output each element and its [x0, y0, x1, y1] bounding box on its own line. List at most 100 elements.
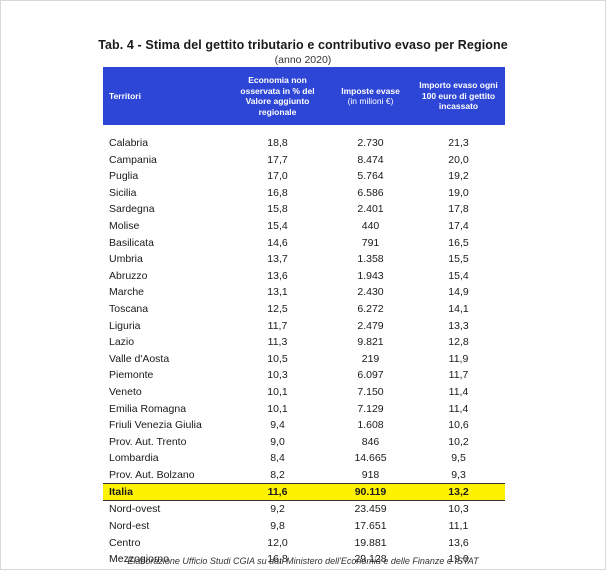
eno-cell: 13,1 — [267, 286, 288, 299]
imposte-cell: 17.651 — [354, 520, 387, 533]
eno-cell: 10,1 — [267, 402, 288, 415]
imposte-cell: 918 — [361, 468, 380, 481]
eno-cell: 15,8 — [267, 203, 288, 216]
importo-cell: 10,2 — [448, 435, 469, 448]
eno-cell: 12,5 — [267, 302, 288, 315]
imposte-cell: 2.730 — [357, 137, 384, 149]
eno-cell: 15,4 — [267, 219, 288, 232]
eno-cell: 10,3 — [267, 369, 288, 382]
territory-cell: Nord-est — [109, 520, 150, 533]
table-row: Basilicata 14,6 791 16,5 — [103, 235, 505, 252]
territory-cell: Italia — [103, 483, 226, 502]
importo-cell: 13,2 — [412, 483, 505, 502]
table-row: Abruzzo 13,6 1.943 15,4 — [103, 268, 505, 285]
imposte-cell: 8.474 — [357, 153, 384, 166]
table-row: Sardegna 15,8 2.401 17,8 — [103, 201, 505, 218]
header-territori: Territori — [103, 67, 226, 125]
importo-cell: 17,4 — [448, 219, 469, 232]
territory-cell: Mezzogiorno — [109, 553, 170, 566]
eno-cell: 12,0 — [267, 536, 288, 549]
table-row: Campania 17,7 8.474 20,0 — [103, 152, 505, 169]
imposte-cell: 846 — [361, 435, 380, 448]
eno-cell: 8,2 — [270, 468, 285, 481]
territory-cell: Liguria — [109, 319, 141, 332]
table-body: Calabria 18,8 2.730 21,3 Campania 17,7 8.474 20… — [103, 125, 505, 568]
imposte-cell: 1.358 — [357, 253, 384, 266]
table-row: Piemonte 10,3 6.097 11,7 — [103, 367, 505, 384]
imposte-cell: 7.129 — [357, 402, 384, 415]
importo-cell: 12,8 — [448, 336, 469, 349]
importo-cell: 15,5 — [448, 253, 469, 266]
table-row: Molise 15,4 440 17,4 — [103, 218, 505, 235]
importo-cell: 11,4 — [448, 402, 469, 415]
territory-cell: Campania — [109, 153, 157, 166]
territory-cell: Prov. Aut. Trento — [109, 435, 187, 448]
territory-cell: Marche — [109, 286, 145, 299]
imposte-cell: 23.459 — [354, 503, 387, 516]
territory-cell: Abruzzo — [109, 269, 148, 282]
territory-cell: Prov. Aut. Bolzano — [109, 468, 195, 481]
imposte-cell: 2.479 — [357, 319, 384, 332]
imposte-cell: 6.272 — [357, 302, 384, 315]
imposte-cell: 19.881 — [354, 536, 387, 549]
eno-cell: 16,8 — [267, 186, 288, 199]
imposte-cell: 440 — [361, 219, 380, 232]
importo-cell: 13,3 — [448, 319, 469, 332]
imposte-cell: 791 — [361, 236, 380, 249]
eno-cell: 11,3 — [267, 336, 288, 349]
imposte-cell: 5.764 — [357, 170, 384, 183]
importo-cell: 21,3 — [448, 137, 469, 149]
table-row: Marche 13,1 2.430 14,9 — [103, 284, 505, 301]
table-row: Lombardia 8,4 14.665 9,5 — [103, 450, 505, 467]
table-row: Toscana 12,5 6.272 14,1 — [103, 301, 505, 318]
territory-cell: Centro — [109, 536, 141, 549]
header-imposte-unit: (in milioni €) — [347, 96, 394, 106]
source-note: Elaborazione Ufficio Studi CGIA su dati … — [127, 556, 479, 566]
importo-cell: 19,0 — [448, 186, 469, 199]
table-title: Tab. 4 - Stima del gettito tributario e … — [98, 38, 508, 52]
table-row: Nord-est 9,8 17.651 11,1 — [103, 518, 505, 535]
territory-cell: Puglia — [109, 170, 139, 183]
importo-cell: 9,5 — [451, 452, 466, 465]
header-economia-non-osservata: Economia non osservata in % del Valore a… — [226, 67, 329, 125]
eno-cell: 11,6 — [226, 483, 329, 502]
importo-cell: 11,1 — [448, 520, 469, 533]
importo-cell: 14,1 — [448, 302, 469, 315]
territory-cell: Sardegna — [109, 203, 155, 216]
table-row: Puglia 17,0 5.764 19,2 — [103, 168, 505, 185]
imposte-cell: 6.586 — [357, 186, 384, 199]
eno-cell: 13,7 — [267, 253, 288, 266]
imposte-cell: 2.401 — [357, 203, 384, 216]
importo-cell: 10,6 — [448, 419, 469, 432]
eno-cell: 10,5 — [267, 352, 288, 365]
table-row: Lazio 11,3 9.821 12,8 — [103, 334, 505, 351]
eno-cell: 14,6 — [267, 236, 288, 249]
imposte-cell: 7.150 — [357, 385, 384, 398]
spacer-row — [103, 125, 505, 135]
territory-cell: Umbria — [109, 253, 143, 266]
eno-cell: 8,4 — [270, 452, 285, 465]
table-row: Sicilia 16,8 6.586 19,0 — [103, 185, 505, 202]
importo-cell: 11,7 — [448, 369, 469, 382]
eno-cell: 16,8 — [267, 553, 288, 566]
territory-cell: Calabria — [109, 137, 149, 149]
territory-cell: Piemonte — [109, 369, 154, 382]
importo-cell: 11,9 — [448, 352, 469, 365]
imposte-cell: 2.430 — [357, 286, 384, 299]
importo-cell: 14,9 — [448, 286, 469, 299]
table-row: Liguria 11,7 2.479 13,3 — [103, 318, 505, 335]
imposte-cell: 9.821 — [357, 336, 384, 349]
imposte-cell: 1.608 — [357, 419, 384, 432]
tax-evasion-table: Territori Economia non osservata in % de… — [103, 67, 505, 568]
header-imposte-evase: Imposte evase (in milioni €) — [329, 67, 412, 125]
importo-cell: 9,3 — [451, 468, 466, 481]
eno-cell: 9,4 — [270, 419, 285, 432]
importo-cell: 20,0 — [448, 153, 469, 166]
total-row: Italia 11,6 90.119 13,2 — [103, 483, 505, 502]
territory-cell: Emilia Romagna — [109, 402, 187, 415]
eno-cell: 18,8 — [267, 137, 288, 149]
importo-cell: 11,4 — [448, 385, 469, 398]
eno-cell: 9,0 — [270, 435, 285, 448]
territory-cell: Lombardia — [109, 452, 159, 465]
territory-cell: Basilicata — [109, 236, 154, 249]
